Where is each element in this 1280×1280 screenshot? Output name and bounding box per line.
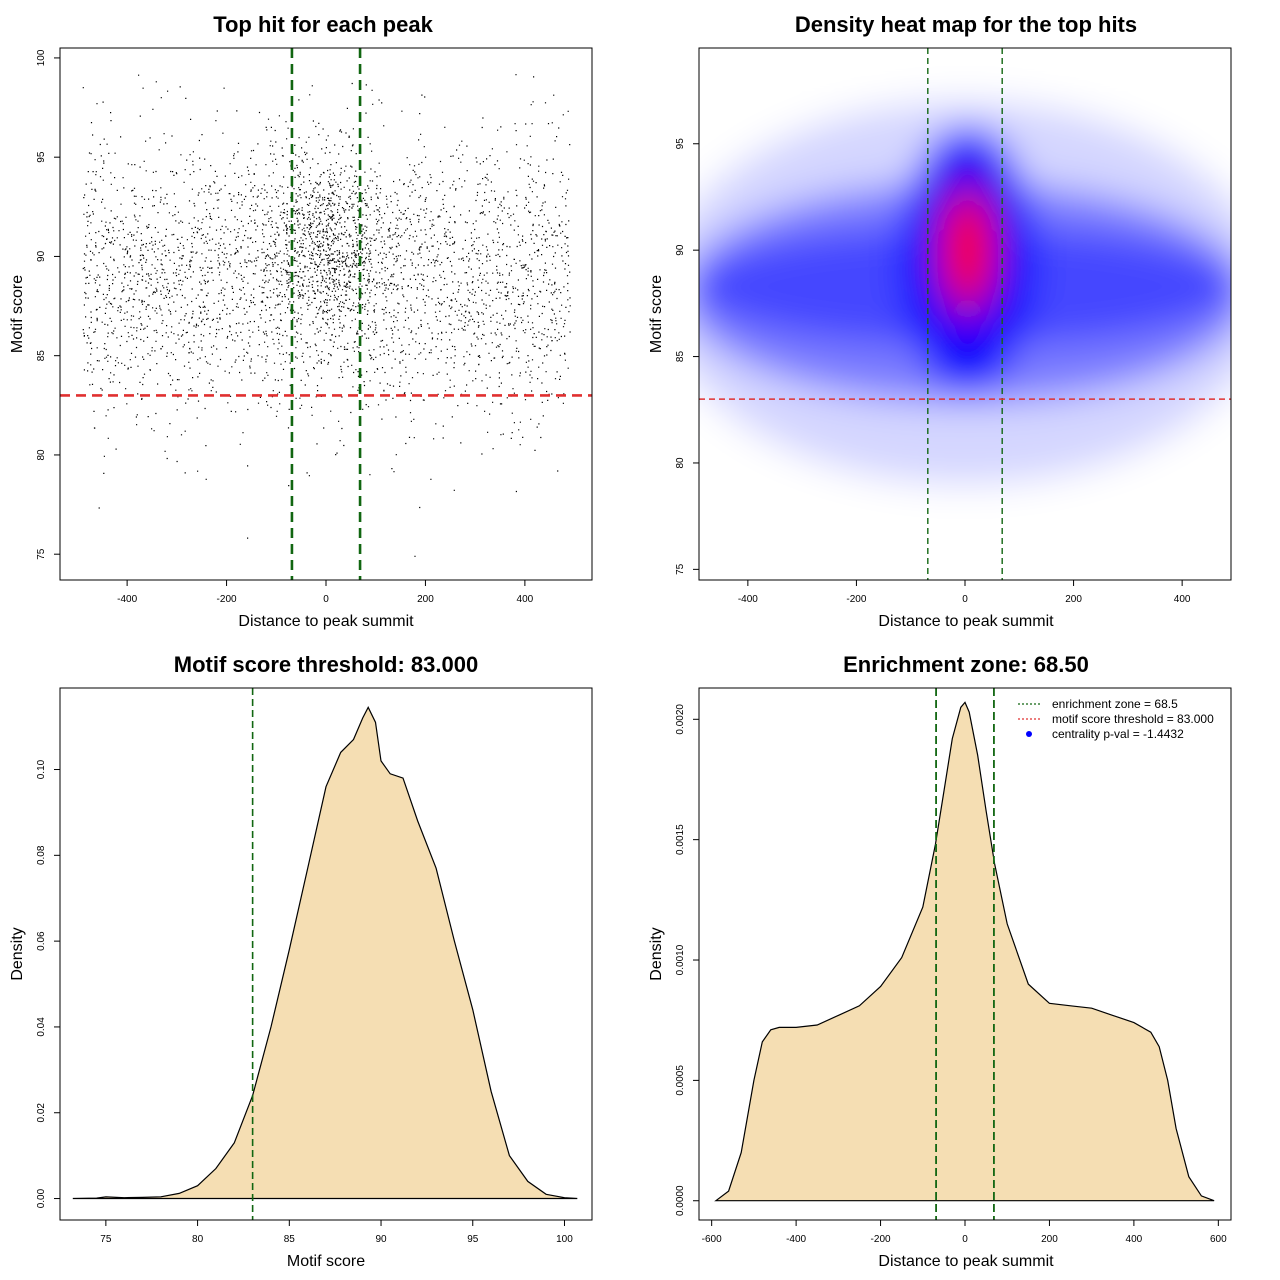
x-tick-label: 90 xyxy=(375,1234,387,1245)
heatmap-reference-lines xyxy=(699,48,1231,580)
panel-score-density: Motif score threshold: 83.000 75 80 85 90 95… xyxy=(9,652,593,1270)
score-density-title: Motif score threshold: 83.000 xyxy=(174,652,478,677)
y-tick-label: 95 xyxy=(36,151,47,163)
distance-density-legend: enrichment zone = 68.5 motif score thres… xyxy=(1018,697,1214,741)
legend-entry-enrichment-zone: enrichment zone = 68.5 xyxy=(1018,697,1178,711)
y-tick-label: 95 xyxy=(675,138,686,150)
scatter-reference-lines xyxy=(60,48,592,580)
y-tick-label: 0.0005 xyxy=(675,1065,686,1096)
y-tick-label: 0.0015 xyxy=(675,824,686,855)
y-tick-label: 100 xyxy=(36,49,47,66)
y-tick-label: 0.00 xyxy=(36,1188,47,1208)
distance-density-x-label: Distance to peak summit xyxy=(878,1253,1054,1270)
scatter-point-cloud xyxy=(82,74,571,557)
distance-density-reference-lines xyxy=(935,688,995,1220)
score-density-y-label: Density xyxy=(9,927,26,980)
x-tick-label: 100 xyxy=(556,1234,573,1245)
x-tick-label: -400 xyxy=(786,1234,806,1245)
y-tick-label: 0.02 xyxy=(36,1103,47,1123)
y-tick-label: 0.10 xyxy=(36,759,47,779)
x-tick-label: -400 xyxy=(738,594,758,605)
scatter-plot-frame xyxy=(59,47,593,581)
x-tick-label: 200 xyxy=(1041,1234,1058,1245)
x-tick-label: 0 xyxy=(323,594,329,605)
x-tick-label: 95 xyxy=(467,1234,479,1245)
heatmap-y-label: Motif score xyxy=(648,275,665,353)
distance-density-area xyxy=(714,701,1215,1202)
y-tick-label: 85 xyxy=(675,351,686,363)
x-tick-label: -400 xyxy=(117,594,137,605)
heatmap-title: Density heat map for the top hits xyxy=(795,12,1137,37)
x-tick-label: 0 xyxy=(962,1234,968,1245)
x-tick-label: -600 xyxy=(702,1234,722,1245)
scatter-x-axis: -400 -200 0 200 400 xyxy=(117,580,534,605)
y-tick-label: 75 xyxy=(36,548,47,560)
score-density-area xyxy=(72,705,578,1200)
panel-scatter: Top hit for each peak -400 -200 0 200 400 75… xyxy=(9,12,593,630)
scatter-points xyxy=(82,74,571,557)
y-tick-label: 80 xyxy=(675,457,686,469)
y-tick-label: 0.0010 xyxy=(675,944,686,975)
score-density-y-axis: 0.00 0.02 0.04 0.06 0.08 0.10 xyxy=(36,759,60,1208)
x-tick-label: 600 xyxy=(1210,1234,1227,1245)
x-tick-label: 75 xyxy=(100,1234,112,1245)
x-tick-label: 400 xyxy=(517,594,534,605)
y-tick-label: 0.06 xyxy=(36,931,47,951)
distance-density-y-axis: 0.0000 0.0005 0.0010 0.0015 0.0020 xyxy=(675,704,699,1216)
legend-marker-centrality xyxy=(1026,731,1032,737)
scatter-y-label: Motif score xyxy=(9,275,26,353)
panel-distance-density: Enrichment zone: 68.50 -600 -400 -200 0 200 4… xyxy=(648,652,1232,1270)
legend-label-centrality: centrality p-val = -1.4432 xyxy=(1052,727,1184,741)
legend-entry-centrality: centrality p-val = -1.4432 xyxy=(1026,727,1184,741)
heatmap-y-axis: 75 80 85 90 95 xyxy=(675,138,699,575)
heatmap-x-label: Distance to peak summit xyxy=(878,613,1054,630)
x-tick-label: 400 xyxy=(1126,1234,1143,1245)
distance-density-y-label: Density xyxy=(648,927,665,980)
score-density-plot-frame xyxy=(59,687,593,1221)
y-tick-label: 75 xyxy=(675,563,686,575)
legend-label-enrichment-zone: enrichment zone = 68.5 xyxy=(1052,697,1178,711)
legend-entry-motif-threshold: motif score threshold = 83.000 xyxy=(1018,712,1214,726)
scatter-x-label: Distance to peak summit xyxy=(238,613,414,630)
y-tick-label: 0.0020 xyxy=(675,704,686,735)
y-tick-label: 90 xyxy=(36,250,47,262)
x-tick-label: 85 xyxy=(284,1234,296,1245)
scatter-title: Top hit for each peak xyxy=(213,12,433,37)
x-tick-label: 400 xyxy=(1174,594,1191,605)
x-tick-label: 200 xyxy=(1065,594,1082,605)
distance-density-title: Enrichment zone: 68.50 xyxy=(843,652,1089,677)
x-tick-label: -200 xyxy=(846,594,866,605)
y-tick-label: 80 xyxy=(36,449,47,461)
y-tick-label: 90 xyxy=(675,244,686,256)
x-tick-label: 200 xyxy=(417,594,434,605)
legend-label-motif-threshold: motif score threshold = 83.000 xyxy=(1052,712,1214,726)
heatmap-density xyxy=(699,48,1231,580)
heatmap-x-axis: -400 -200 0 200 400 xyxy=(738,580,1191,605)
x-tick-label: -200 xyxy=(217,594,237,605)
x-tick-label: -200 xyxy=(871,1234,891,1245)
distance-density-x-axis: -600 -400 -200 0 200 400 600 xyxy=(702,1220,1227,1245)
score-density-x-label: Motif score xyxy=(287,1253,365,1270)
heatmap-peak xyxy=(947,199,989,302)
score-density-x-axis: 75 80 85 90 95 100 xyxy=(100,1220,573,1245)
y-tick-label: 0.0000 xyxy=(675,1185,686,1216)
y-tick-label: 85 xyxy=(36,350,47,362)
y-tick-label: 0.04 xyxy=(36,1017,47,1037)
scatter-y-axis: 75 80 85 90 95 100 xyxy=(36,49,60,560)
y-tick-label: 0.08 xyxy=(36,845,47,865)
x-tick-label: 80 xyxy=(192,1234,204,1245)
x-tick-label: 0 xyxy=(962,594,968,605)
panel-heatmap: Density heat map for the top hits -400 -2… xyxy=(648,12,1232,630)
